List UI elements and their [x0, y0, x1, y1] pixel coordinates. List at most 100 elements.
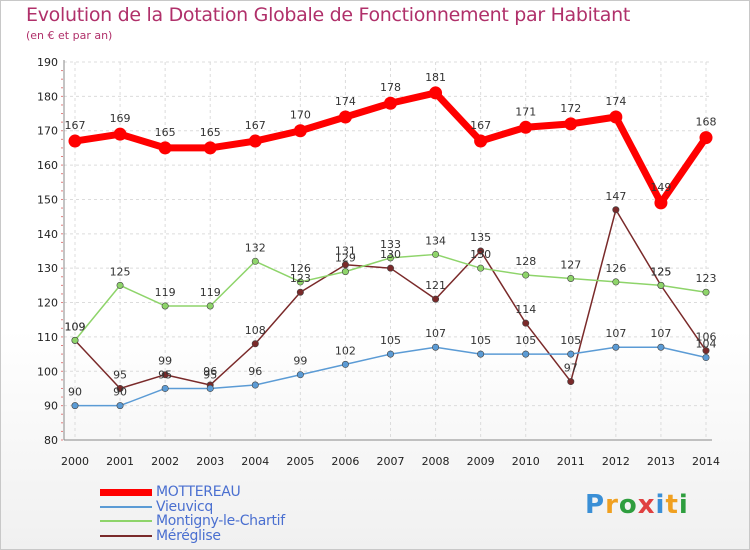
data-point: [612, 206, 620, 214]
x-tick-label: 2007: [377, 455, 405, 468]
grid-lines: [64, 61, 712, 441]
value-labels: 167 169 165 165 167 170 174 178 181 167 171 172 174 1…: [65, 71, 717, 399]
legend-label: Méréglise: [156, 527, 221, 544]
y-tick-label: 180: [37, 90, 58, 103]
data-label: 126: [605, 262, 626, 275]
y-tick-label: 190: [37, 56, 58, 69]
data-label: 97: [564, 362, 578, 375]
data-label: 126: [290, 262, 311, 275]
data-label: 102: [335, 344, 356, 357]
data-label: 107: [425, 327, 446, 340]
data-point: [68, 134, 82, 148]
data-label: 123: [290, 272, 311, 285]
x-tick-label: 2002: [151, 455, 179, 468]
data-point: [702, 288, 710, 296]
y-tick-label: 170: [37, 125, 58, 138]
data-point: [293, 124, 307, 138]
data-label: 109: [65, 320, 86, 333]
y-tick-label: 110: [37, 331, 58, 344]
data-point: [477, 350, 485, 358]
data-point: [161, 371, 169, 379]
data-point: [432, 343, 440, 351]
data-point: [116, 384, 124, 392]
data-label: 105: [515, 334, 536, 347]
data-label: 125: [650, 265, 671, 278]
data-point: [251, 381, 259, 389]
data-label: 96: [248, 365, 262, 378]
data-label: 96: [203, 365, 217, 378]
data-point: [248, 134, 262, 148]
data-label: 106: [696, 331, 717, 344]
y-tick-label: 140: [37, 228, 58, 241]
data-point: [251, 340, 259, 348]
y-tick-label: 100: [37, 365, 58, 378]
data-label: 99: [293, 355, 307, 368]
x-tick-label: 2005: [286, 455, 314, 468]
data-point: [609, 110, 623, 124]
data-point: [161, 384, 169, 392]
data-label: 128: [515, 255, 536, 268]
data-point: [203, 141, 217, 155]
data-point: [206, 302, 214, 310]
data-label: 107: [650, 327, 671, 340]
data-label: 125: [650, 265, 671, 278]
data-label: 167: [65, 119, 86, 132]
x-tick-label: 2011: [557, 455, 585, 468]
data-label: 119: [200, 286, 221, 299]
data-point: [477, 264, 485, 272]
series-layer: [68, 86, 713, 410]
data-point: [612, 343, 620, 351]
data-point: [384, 96, 397, 110]
data-label: 165: [200, 126, 221, 139]
data-point: [296, 278, 304, 286]
data-point: [161, 302, 169, 310]
data-label: 181: [425, 71, 446, 84]
data-label: 99: [158, 355, 172, 368]
data-label: 130: [380, 248, 401, 261]
x-tick-label: 2013: [647, 455, 675, 468]
data-point: [519, 120, 533, 134]
data-label: 174: [335, 95, 356, 108]
legend-item: Montigny-le-Chartif: [100, 514, 285, 529]
data-label: 149: [650, 181, 671, 194]
legend-label: MOTTEREAU: [156, 484, 241, 501]
data-point: [116, 281, 124, 289]
data-point: [386, 264, 394, 272]
y-tick-label: 150: [37, 193, 58, 206]
data-label: 125: [110, 265, 131, 278]
data-point: [657, 343, 665, 351]
legend-swatch: [100, 488, 152, 496]
data-point: [567, 274, 575, 282]
data-label: 169: [110, 112, 131, 125]
x-tick-label: 2006: [331, 455, 359, 468]
legend-item: Vieuvicq: [100, 500, 285, 515]
data-point: [386, 254, 394, 262]
data-label: 95: [203, 368, 217, 381]
chart-title: Evolution de la Dotation Globale de Fonc…: [26, 4, 631, 26]
data-point: [567, 378, 575, 386]
data-label: 119: [155, 286, 176, 299]
data-point: [699, 131, 713, 145]
data-point: [702, 347, 710, 355]
y-axis: 80 90 100 110 120 130 140 150 160 170 180 190: [37, 56, 65, 447]
data-point: [113, 127, 127, 141]
data-point: [71, 336, 79, 344]
data-point: [567, 350, 575, 358]
data-label: 147: [605, 190, 626, 203]
data-label: 104: [696, 338, 717, 351]
data-point: [522, 319, 530, 327]
data-label: 107: [605, 327, 626, 340]
data-point: [386, 350, 394, 358]
data-label: 168: [696, 116, 717, 129]
data-label: 105: [380, 334, 401, 347]
data-label: 95: [113, 368, 127, 381]
data-point: [116, 402, 124, 410]
data-point: [612, 278, 620, 286]
data-label: 90: [113, 386, 127, 399]
data-label: 167: [245, 119, 266, 132]
data-point: [474, 134, 488, 148]
data-point: [657, 281, 665, 289]
data-point: [564, 117, 578, 131]
